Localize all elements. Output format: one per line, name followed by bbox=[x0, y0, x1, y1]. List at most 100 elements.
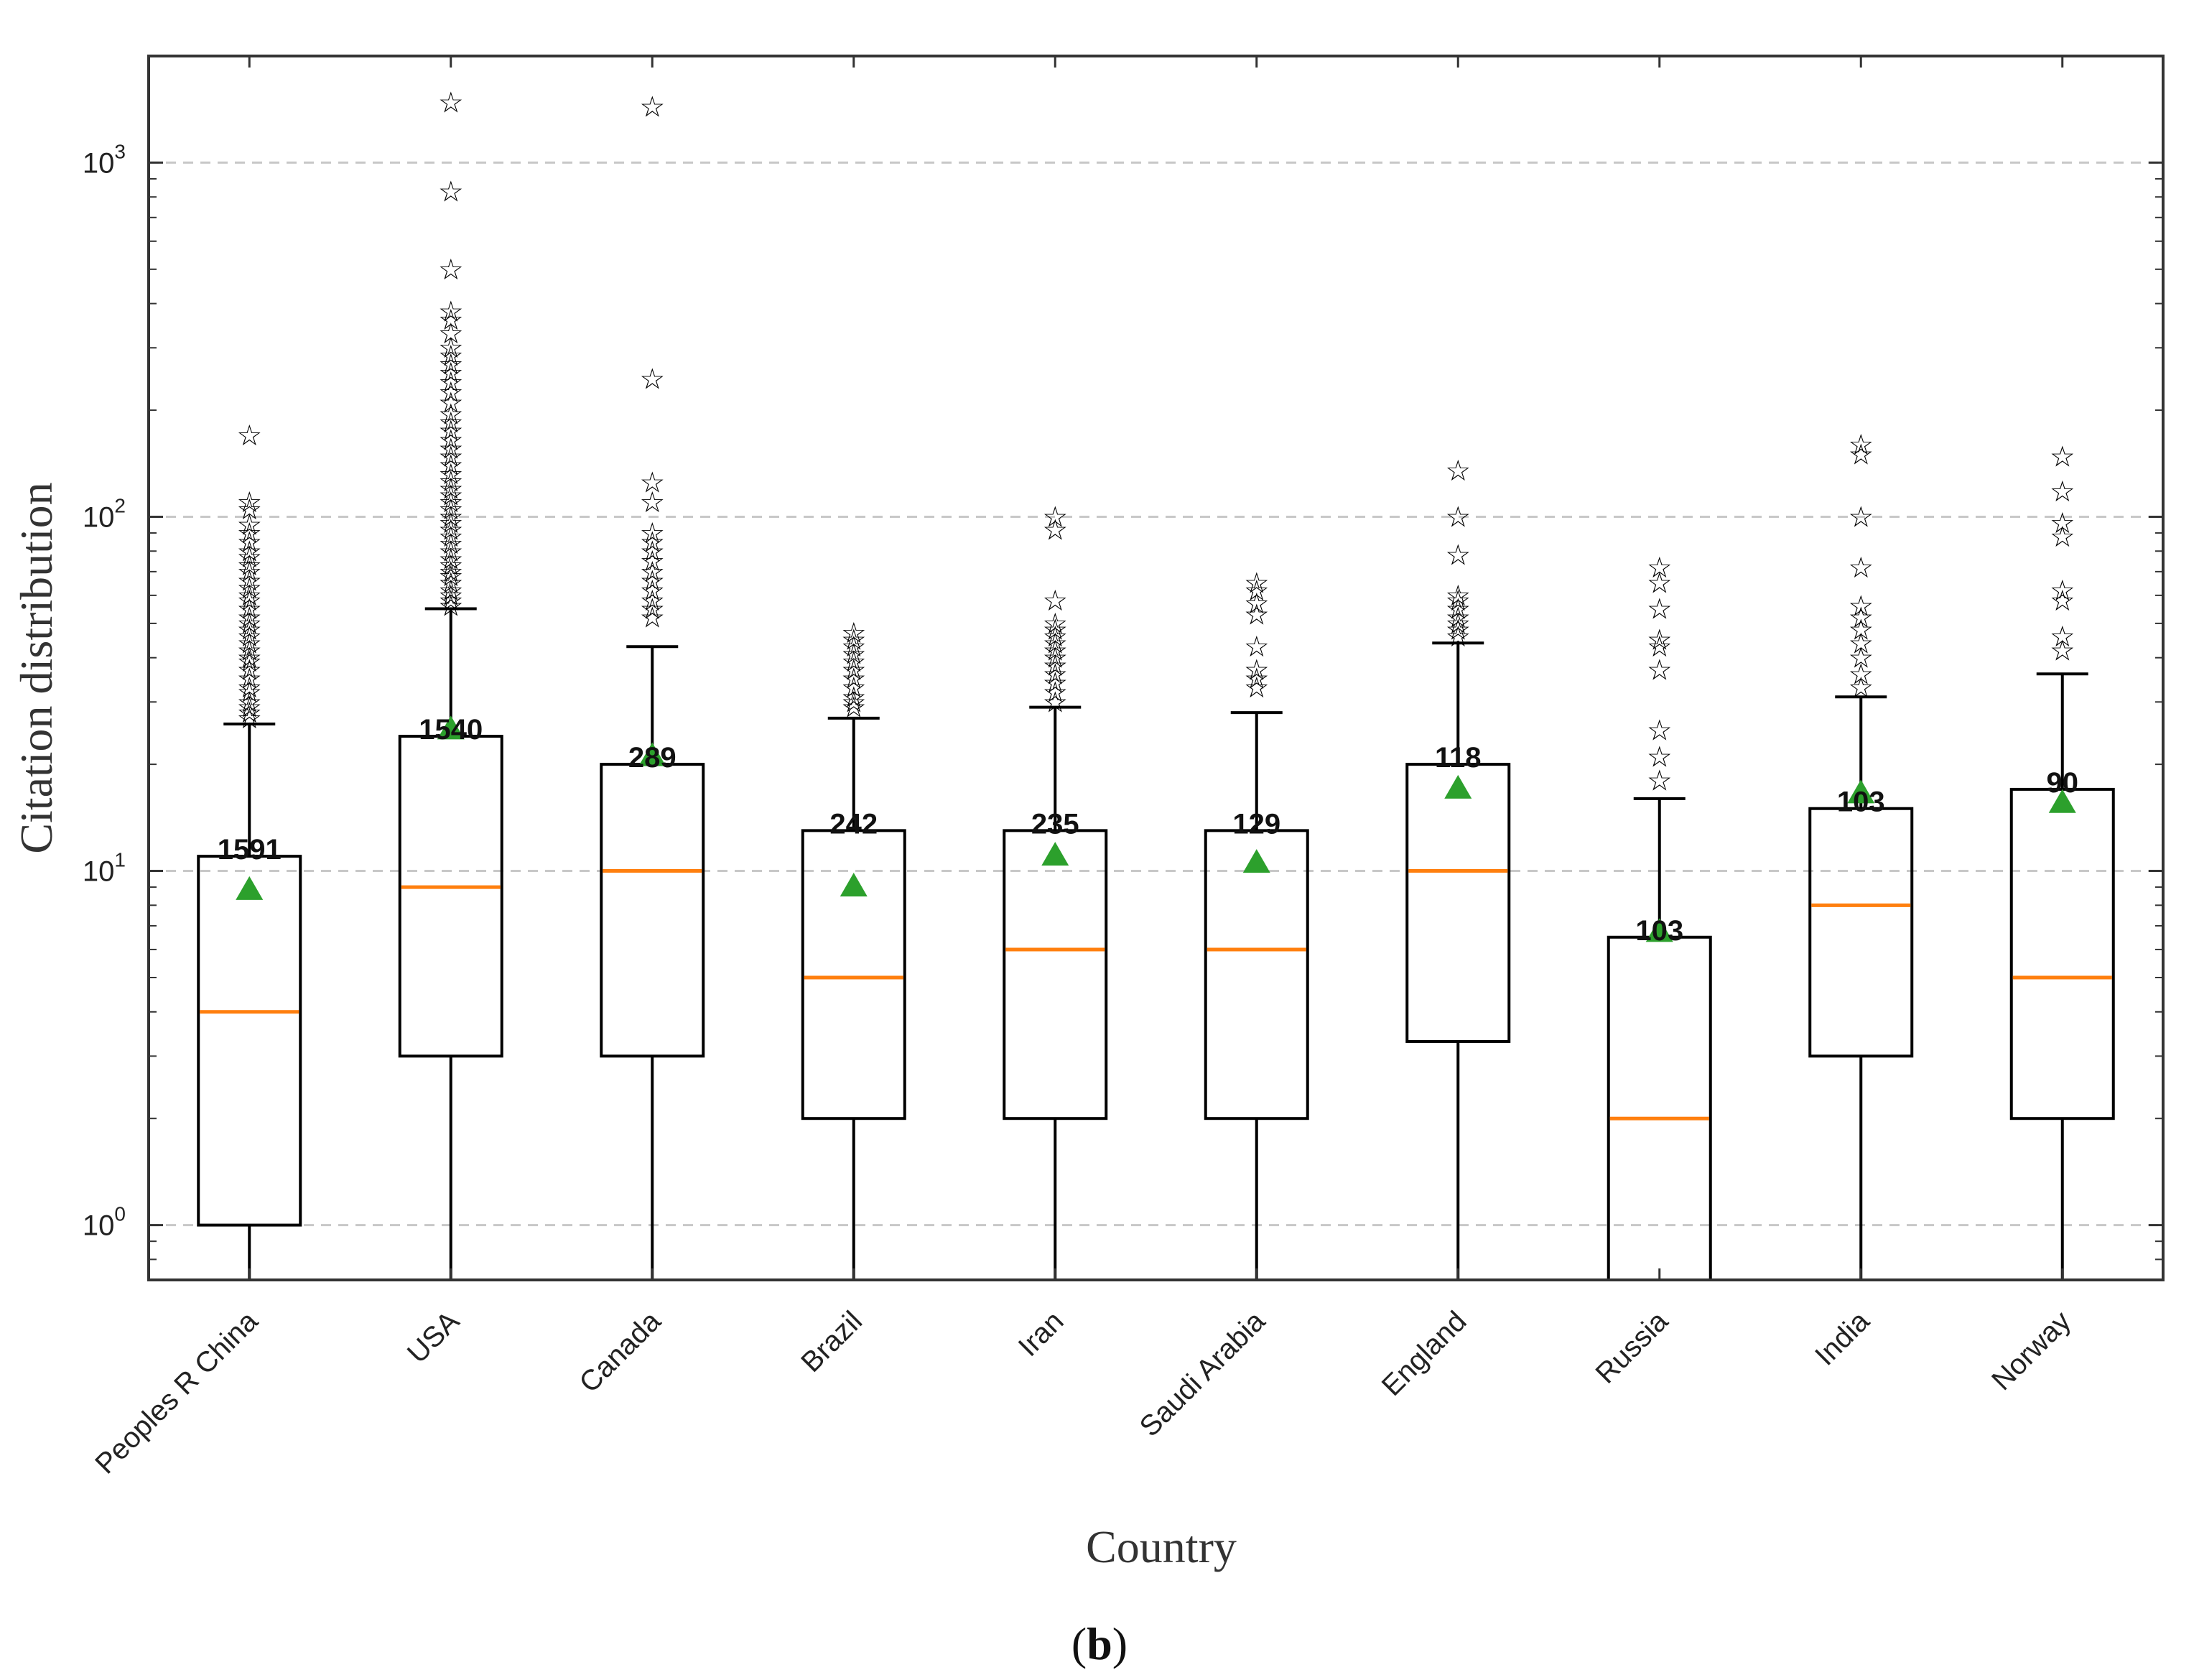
outlier-point: ☆ bbox=[639, 467, 665, 500]
outlier-point: ☆ bbox=[236, 686, 262, 719]
outlier-point: ☆ bbox=[639, 565, 665, 598]
outlier-point: ☆ bbox=[236, 634, 262, 667]
category-label: Iran bbox=[1013, 1305, 1070, 1363]
outlier-point: ☆ bbox=[1042, 686, 1068, 719]
outlier-point: ☆ bbox=[1848, 439, 1874, 472]
outlier-point: ☆ bbox=[1042, 658, 1068, 691]
outlier-point: ☆ bbox=[1848, 552, 1874, 585]
outlier-point: ☆ bbox=[2050, 441, 2075, 474]
outlier-point: ☆ bbox=[438, 580, 464, 613]
count-label: 90 bbox=[2047, 767, 2079, 799]
outlier-point: ☆ bbox=[841, 692, 867, 725]
outlier-point: ☆ bbox=[438, 514, 464, 547]
outlier-point: ☆ bbox=[1042, 514, 1068, 547]
outlier-point: ☆ bbox=[236, 580, 262, 613]
outlier-point: ☆ bbox=[438, 340, 464, 373]
iqr-box bbox=[1204, 829, 1309, 1120]
outlier-point: ☆ bbox=[438, 567, 464, 600]
category-label: Canada bbox=[573, 1305, 667, 1399]
outlier-point: ☆ bbox=[236, 572, 262, 605]
outlier-point: ☆ bbox=[236, 509, 262, 542]
outlier-point: ☆ bbox=[1445, 614, 1471, 647]
outlier-point: ☆ bbox=[1848, 429, 1874, 462]
outlier-point: ☆ bbox=[1647, 741, 1673, 774]
outlier-point: ☆ bbox=[2050, 507, 2075, 540]
outlier-point: ☆ bbox=[1042, 650, 1068, 683]
mean-marker bbox=[1847, 779, 1875, 804]
outlier-point: ☆ bbox=[2050, 521, 2075, 554]
outlier-point: ☆ bbox=[438, 549, 464, 583]
outlier-point: ☆ bbox=[236, 565, 262, 598]
outlier-point: ☆ bbox=[1445, 608, 1471, 641]
iqr-box bbox=[2009, 787, 2115, 1120]
outlier-point: ☆ bbox=[639, 526, 665, 559]
outlier-point: ☆ bbox=[438, 415, 464, 448]
mean-marker bbox=[1645, 918, 1673, 942]
outlier-point: ☆ bbox=[841, 617, 867, 650]
outlier-point: ☆ bbox=[841, 672, 867, 705]
count-label: 129 bbox=[1232, 808, 1280, 840]
count-label: 1591 bbox=[218, 834, 282, 865]
outlier-point: ☆ bbox=[1848, 672, 1874, 705]
box-group: ☆☆☆☆☆☆☆☆☆☆ bbox=[1405, 455, 1511, 1280]
outlier-point: ☆ bbox=[1848, 590, 1874, 623]
outlier-point: ☆ bbox=[236, 593, 262, 626]
iqr-box bbox=[398, 735, 503, 1058]
outlier-point: ☆ bbox=[639, 486, 665, 519]
outlier-point: ☆ bbox=[1848, 501, 1874, 534]
outlier-point: ☆ bbox=[639, 91, 665, 124]
box-group: ☆☆☆☆☆☆☆☆☆☆☆☆☆☆☆☆☆☆☆☆☆☆☆☆☆☆☆☆☆☆☆ bbox=[197, 419, 302, 1280]
category-label: USA bbox=[401, 1305, 465, 1369]
outlier-point: ☆ bbox=[639, 363, 665, 396]
iqr-box bbox=[1405, 763, 1511, 1043]
outlier-point: ☆ bbox=[1042, 642, 1068, 675]
box-group: ☆☆☆☆☆☆☆☆☆ bbox=[1607, 552, 1712, 1281]
iqr-box bbox=[1003, 829, 1108, 1120]
outlier-point: ☆ bbox=[1848, 614, 1874, 647]
outlier-point: ☆ bbox=[438, 296, 464, 329]
iqr-box bbox=[197, 855, 302, 1227]
outlier-point: ☆ bbox=[438, 348, 464, 381]
outlier-point: ☆ bbox=[1445, 501, 1471, 534]
outlier-point: ☆ bbox=[438, 175, 464, 208]
outlier-point: ☆ bbox=[1445, 593, 1471, 626]
box-group: ☆☆☆☆☆☆☆☆ bbox=[2009, 441, 2115, 1280]
outlier-point: ☆ bbox=[1244, 662, 1270, 695]
mean-marker bbox=[2048, 789, 2076, 813]
outlier-point: ☆ bbox=[1647, 567, 1673, 600]
outlier-point: ☆ bbox=[236, 697, 262, 730]
outlier-point: ☆ bbox=[236, 662, 262, 695]
y-tick-label: 100 bbox=[83, 1203, 126, 1242]
outlier-point: ☆ bbox=[438, 407, 464, 440]
outlier-point: ☆ bbox=[438, 585, 464, 618]
outlier-point: ☆ bbox=[639, 535, 665, 568]
y-axis-title: Citation distribution bbox=[11, 482, 62, 853]
outlier-point: ☆ bbox=[1647, 631, 1673, 664]
outlier-point: ☆ bbox=[1244, 654, 1270, 687]
count-label: 289 bbox=[628, 742, 677, 774]
category-label: Brazil bbox=[795, 1305, 868, 1378]
outlier-point: ☆ bbox=[841, 646, 867, 679]
outlier-point: ☆ bbox=[1244, 575, 1270, 608]
outlier-point: ☆ bbox=[438, 387, 464, 420]
count-label: 242 bbox=[829, 808, 878, 840]
outlier-point: ☆ bbox=[236, 621, 262, 654]
iqr-box bbox=[1607, 935, 1712, 1281]
axes-frame bbox=[147, 55, 2165, 1281]
outlier-point: ☆ bbox=[438, 575, 464, 608]
outlier-point: ☆ bbox=[841, 623, 867, 656]
category-label: Russia bbox=[1590, 1305, 1675, 1390]
outlier-point: ☆ bbox=[1848, 658, 1874, 691]
outlier-point: ☆ bbox=[1042, 608, 1068, 641]
outlier-point: ☆ bbox=[438, 317, 464, 351]
outlier-point: ☆ bbox=[236, 692, 262, 725]
outlier-point: ☆ bbox=[2050, 585, 2075, 618]
outlier-point: ☆ bbox=[438, 432, 464, 465]
count-label: 103 bbox=[1837, 786, 1885, 818]
outlier-point: ☆ bbox=[1445, 580, 1471, 613]
outlier-point: ☆ bbox=[841, 631, 867, 664]
outlier-point: ☆ bbox=[438, 465, 464, 498]
outlier-point: ☆ bbox=[1244, 598, 1270, 631]
outlier-point: ☆ bbox=[639, 585, 665, 618]
outlier-point: ☆ bbox=[438, 543, 464, 576]
